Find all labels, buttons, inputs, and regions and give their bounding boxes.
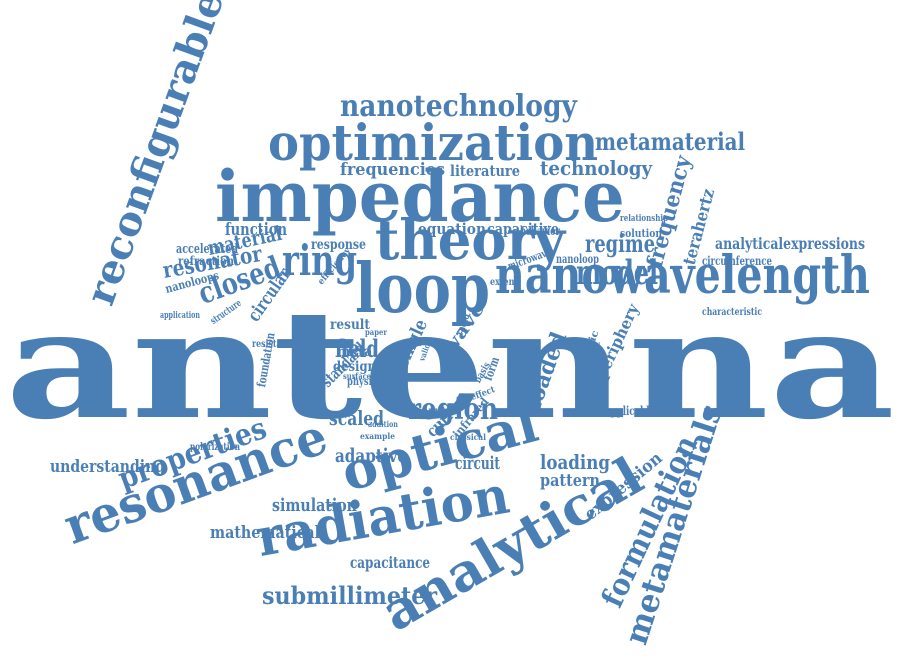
word-circuit: circuit (455, 453, 501, 474)
word-metamaterial: metamaterial (595, 127, 746, 156)
word-pattern: pattern (540, 471, 600, 491)
word-model: model (576, 253, 659, 293)
word-field: field (335, 334, 380, 363)
word-loop: loop (355, 249, 491, 329)
word-ring: ring (282, 236, 357, 285)
word-classical: classical (450, 432, 487, 442)
word-example: example (360, 431, 396, 441)
word-application: application (160, 311, 201, 321)
word-capacitance: capacitance (350, 553, 430, 572)
word-addition: addition (368, 419, 398, 429)
word-solution: solution (620, 227, 663, 240)
word-region: region (408, 392, 499, 427)
word-understanding: understanding (50, 457, 166, 477)
word-nanoloop: nanoloop (556, 252, 599, 266)
word-design: design (333, 359, 377, 375)
word-accelerated: accelerated (176, 242, 239, 257)
word-function: function (225, 220, 287, 240)
word-capacitive: capacitive (487, 220, 559, 238)
word-physic: physic (347, 375, 377, 388)
word-nanowavelength: nanowavelength (495, 245, 870, 306)
word-behavior: behavior (520, 224, 560, 238)
word-literature: literature (450, 162, 521, 180)
word-antenna: antenna (5, 277, 896, 453)
word-frequencies: frequencies (340, 160, 446, 180)
word-adaptive: adaptive (335, 445, 407, 467)
word-surface: surface (343, 371, 371, 381)
word-result: result (330, 317, 371, 333)
word-applicable: applicable (605, 404, 655, 418)
word-mathematical: mathematical (210, 523, 321, 543)
word-submillimeter: submillimeter (262, 581, 438, 610)
word-circumference: circumference (702, 254, 772, 268)
word-characteristic: characteristic (702, 307, 763, 318)
word-regime: regime (585, 229, 656, 258)
word-response: response (311, 237, 367, 253)
word-paper: paper (365, 327, 388, 337)
word-nanotechnology: nanotechnology (340, 89, 577, 124)
word-resistance: resistance (252, 339, 297, 350)
word-theory: theory (375, 207, 566, 272)
word-extend: extend (490, 277, 521, 288)
word-input: input (418, 404, 447, 418)
word-loading: loading (540, 450, 610, 474)
word-review: review (570, 340, 600, 351)
word-relationship: relationship (620, 214, 669, 224)
word-metal: metal (337, 344, 377, 360)
word-optimization: optimization (268, 113, 599, 172)
word-scaled: scaled (329, 406, 385, 430)
word-refraction: refraction (178, 254, 234, 268)
word-simulation: simulation (272, 495, 357, 516)
word-impedance: impedance (215, 155, 625, 238)
word-polarization: polarization (190, 442, 240, 453)
word-analyticalexpressions: analyticalexpressions (715, 234, 866, 253)
word-equation: equation (418, 220, 486, 238)
word-technology: technology (540, 156, 653, 180)
